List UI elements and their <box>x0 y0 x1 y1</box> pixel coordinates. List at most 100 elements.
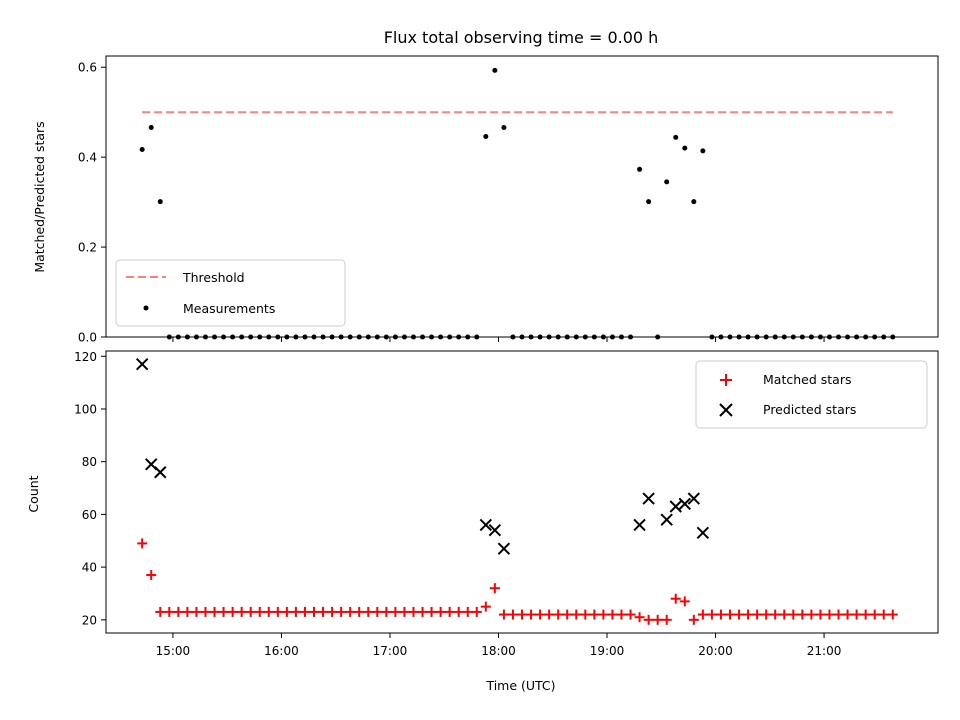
predicted-star-point <box>488 524 502 537</box>
x-tick-label: 20:00 <box>698 644 733 658</box>
y-tick-label: 20 <box>82 613 97 627</box>
matched-star-point <box>146 570 157 581</box>
matched-star-point <box>272 606 283 617</box>
predicted-star-point <box>660 513 673 526</box>
matched-star-point <box>779 609 790 620</box>
matched-star-point <box>137 538 148 549</box>
x-axis-label: Time (UTC) <box>485 678 555 693</box>
matched-star-point <box>806 609 817 620</box>
y-tick-label: 40 <box>82 561 97 575</box>
matched-star-point <box>245 606 256 617</box>
predicted-star-point <box>135 357 149 371</box>
matched-star-point <box>670 593 681 604</box>
matched-star-point <box>824 609 835 620</box>
matched-star-point <box>652 614 663 625</box>
matched-star-point <box>761 609 772 620</box>
matched-star-point <box>281 606 292 617</box>
matched-star-point <box>327 606 338 617</box>
measurement-point <box>691 199 697 205</box>
matched-star-point <box>752 609 763 620</box>
predicted-legend-label: Predicted stars <box>763 402 856 417</box>
matched-star-point <box>833 609 844 620</box>
x-tick-label: 19:00 <box>590 644 625 658</box>
bottom-legend: Matched stars Predicted stars <box>695 360 928 429</box>
matched-star-point <box>236 606 247 617</box>
matched-star-point <box>318 606 329 617</box>
matched-star-point <box>526 609 537 620</box>
matched-star-point <box>381 606 392 617</box>
matched-star-point <box>263 606 274 617</box>
matched-star-point <box>462 606 473 617</box>
matched-star-point <box>399 606 410 617</box>
predicted-star-point <box>669 500 682 513</box>
matched-star-point <box>507 609 518 620</box>
matched-star-point <box>164 606 175 617</box>
measurement-point <box>637 166 643 172</box>
legend-box <box>115 259 346 327</box>
matched-star-point <box>354 606 365 617</box>
matched-star-point <box>200 606 211 617</box>
matched-star-point <box>471 606 482 617</box>
matched-star-point <box>489 583 500 594</box>
matched-star-point <box>598 609 609 620</box>
matched-star-point <box>706 609 717 620</box>
predicted-star-point <box>633 518 646 532</box>
measurement-point <box>483 133 489 139</box>
matched-legend-label: Matched stars <box>763 372 851 387</box>
matched-star-point <box>725 609 735 620</box>
measurement-point <box>139 147 145 153</box>
x-tick-label: 15:00 <box>156 644 191 658</box>
measurement-point <box>682 145 688 151</box>
x-tick-label: 16:00 <box>264 644 299 658</box>
matched-star-point <box>372 606 383 617</box>
matched-star-point <box>851 609 862 620</box>
matched-star-point <box>743 609 754 620</box>
legend-box <box>695 360 928 429</box>
y-tick-label: 0.2 <box>78 241 97 255</box>
measurements-legend-label: Measurements <box>183 301 275 316</box>
matched-star-point <box>842 609 853 620</box>
matched-star-point <box>770 609 781 620</box>
predicted-star-point <box>687 492 701 505</box>
matched-star-point <box>661 614 672 625</box>
matched-star-point <box>580 609 591 620</box>
measurement-point <box>157 199 163 205</box>
matched-star-point <box>191 606 202 617</box>
bottom-axes-frame <box>105 350 939 634</box>
matched-star-point <box>417 606 428 617</box>
matched-star-point <box>815 609 826 620</box>
matched-star-point <box>444 606 455 617</box>
matched-star-point <box>209 606 220 617</box>
predicted-star-point <box>154 466 167 479</box>
matched-star-point <box>553 609 564 620</box>
matched-star-point <box>363 606 374 617</box>
measurement-point <box>646 199 652 205</box>
matched-star-point <box>562 609 573 620</box>
bottom-tick-layer: 15:00 16:00 17:00 18:00 19:00 20:00 21:00 20 40 6… <box>74 350 841 658</box>
matched-legend-swatch <box>720 374 732 386</box>
matched-star-point <box>625 609 636 620</box>
matched-star-point <box>345 606 356 617</box>
matched-star-point <box>309 606 319 617</box>
count-points <box>135 357 898 625</box>
predicted-star-point <box>678 497 691 511</box>
matched-star-point <box>173 606 184 617</box>
matched-star-point <box>408 606 419 617</box>
predicted-star-point <box>497 542 511 555</box>
measurement-point <box>492 67 498 73</box>
measurement-point <box>148 124 154 130</box>
top-axes-frame <box>105 55 939 338</box>
y-axis-label: Matched/Predicted stars <box>32 121 47 272</box>
matched-star-point <box>887 609 898 620</box>
predicted-star-point <box>479 518 493 532</box>
top-tick-layer: 0.0 0.2 0.4 0.6 <box>78 61 825 345</box>
matched-star-point <box>182 606 193 617</box>
y-tick-label: 0.0 <box>78 331 97 345</box>
matched-star-point <box>715 609 726 620</box>
y-tick-label: 120 <box>74 350 97 364</box>
y-tick-label: 0.4 <box>78 151 97 165</box>
matched-star-point <box>616 609 627 620</box>
measurement-point <box>501 124 507 130</box>
measurement-point <box>700 148 706 154</box>
